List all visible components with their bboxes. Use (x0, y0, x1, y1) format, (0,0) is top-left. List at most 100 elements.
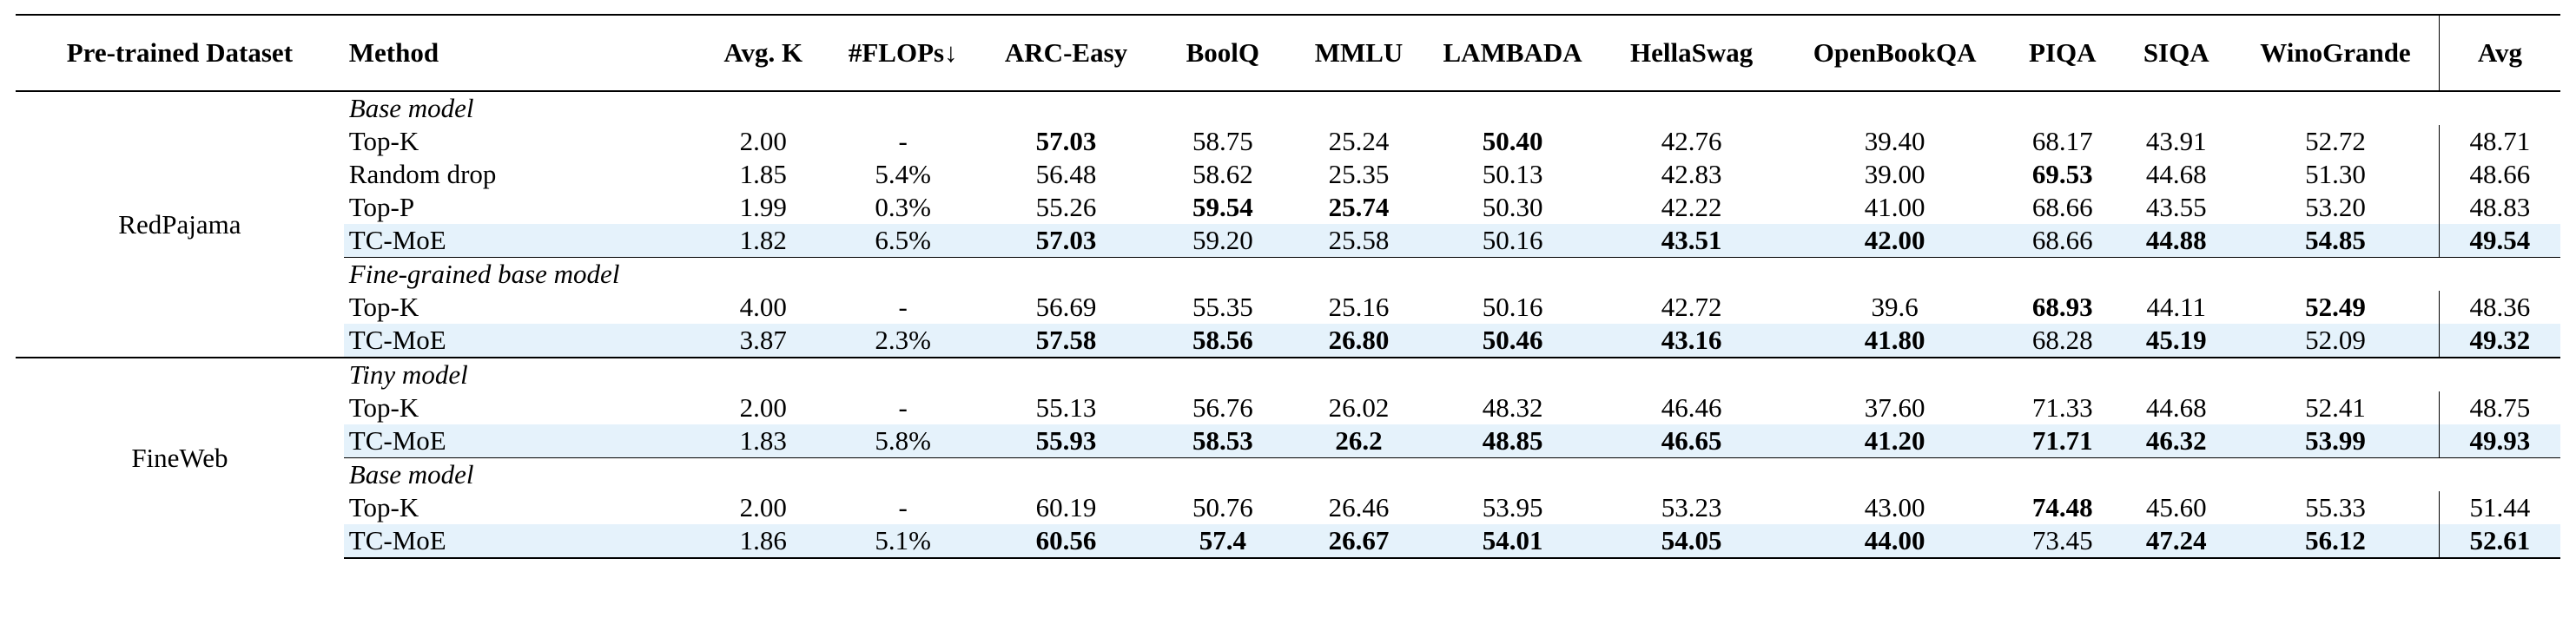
value-cell: 53.20 (2305, 192, 2366, 222)
flops-cell: - (898, 126, 908, 156)
value-cell: 71.33 (2031, 392, 2093, 423)
empty-cell (697, 457, 829, 491)
flops-cell: - (898, 292, 908, 322)
value-cell: 50.46 (1426, 324, 1599, 358)
empty-cell (1291, 357, 1427, 391)
value-cell: 56.76 (1192, 392, 1253, 423)
value-cell: 68.17 (2031, 126, 2093, 156)
empty-cell (2232, 91, 2439, 125)
value-cell: 52.09 (2232, 324, 2440, 358)
value-cell: 41.80 (1784, 324, 2005, 358)
value-cell: 68.28 (2005, 324, 2121, 358)
value-cell: 49.54 (2438, 224, 2560, 258)
method-cell: TC-MoE (343, 524, 698, 559)
empty-cell (1598, 457, 1785, 491)
empty-cell (2005, 457, 2121, 491)
flops-cell: 2.3% (828, 324, 978, 358)
empty-cell (1154, 257, 1291, 291)
method-cell: Random drop (348, 159, 497, 189)
empty-cell (2120, 457, 2233, 491)
value-cell: 52.41 (2305, 392, 2366, 423)
value-cell: 26.80 (1291, 324, 1427, 358)
header-method: Method (343, 14, 698, 92)
subgroup-title: Base model (343, 457, 698, 491)
value-cell: 57.03 (1035, 126, 1097, 156)
value-cell: 43.16 (1598, 324, 1785, 358)
value-cell: 52.61 (2438, 524, 2560, 559)
avg-k-cell: 3.87 (697, 324, 829, 358)
empty-cell (1291, 457, 1427, 491)
table-row: TC-MoE 1.82 6.5% 57.03 59.20 25.58 50.16 43.51 4… (16, 224, 2560, 258)
empty-cell (1598, 357, 1785, 391)
avg-k-cell: 1.86 (697, 524, 829, 559)
value-cell: 49.93 (2438, 424, 2560, 458)
value-cell: 57.58 (977, 324, 1155, 358)
value-cell: 55.93 (977, 424, 1155, 458)
empty-cell (1784, 457, 2005, 491)
value-cell: 26.46 (1328, 492, 1390, 522)
header-winogrande: WinoGrande (2232, 14, 2440, 92)
value-cell: 57.03 (977, 224, 1155, 258)
avg-k-cell: 1.82 (697, 224, 829, 258)
value-cell: 54.05 (1598, 524, 1785, 559)
method-cell: TC-MoE (343, 224, 698, 258)
method-cell: TC-MoE (343, 424, 698, 458)
value-cell: 44.68 (2145, 392, 2207, 423)
table-row: Top-P 1.99 0.3% 55.26 59.54 25.74 50.30 42.22 41… (16, 191, 2560, 224)
flops-cell: 5.4% (875, 159, 931, 189)
dataset-name: RedPajama (118, 208, 241, 240)
value-cell: 69.53 (2031, 159, 2093, 189)
value-cell: 60.56 (977, 524, 1155, 559)
header-dataset: Pre-trained Dataset (16, 14, 344, 92)
header-row: Pre-trained Dataset Method Avg. K #FLOPs… (16, 14, 2560, 92)
table-row: TC-MoE 1.86 5.1% 60.56 57.4 26.67 54.01 54.05 44… (16, 524, 2560, 559)
value-cell: 48.36 (2438, 291, 2560, 324)
value-cell: 50.16 (1482, 292, 1543, 322)
header-hellaswag: HellaSwag (1598, 14, 1785, 92)
flops-cell: - (898, 492, 908, 522)
value-cell: 51.44 (2438, 491, 2560, 524)
empty-cell (828, 457, 978, 491)
header-boolq: BoolQ (1154, 14, 1291, 92)
value-cell: 25.58 (1291, 224, 1427, 258)
value-cell: 39.00 (1864, 159, 1925, 189)
value-cell: 46.32 (2120, 424, 2233, 458)
value-cell: 60.19 (1035, 492, 1097, 522)
empty-cell (2439, 91, 2560, 125)
value-cell: 48.83 (2438, 191, 2560, 224)
value-cell: 58.75 (1192, 126, 1253, 156)
value-cell: 26.2 (1291, 424, 1427, 458)
value-cell: 42.00 (1784, 224, 2005, 258)
value-cell: 48.32 (1482, 392, 1543, 423)
empty-cell (1291, 91, 1427, 125)
value-cell: 52.72 (2305, 126, 2366, 156)
value-cell: 48.66 (2438, 158, 2560, 191)
subgroup-title: Tiny model (343, 357, 698, 391)
avg-k-cell: 1.83 (697, 424, 829, 458)
empty-cell (2005, 257, 2121, 291)
dataset-name: FineWeb (16, 357, 344, 558)
empty-cell (1426, 357, 1599, 391)
value-cell: 44.11 (2146, 292, 2207, 322)
subgroup-title-row: Base model (16, 457, 2560, 491)
value-cell: 50.16 (1426, 224, 1599, 258)
value-cell: 53.99 (2232, 424, 2440, 458)
value-cell: 55.13 (1035, 392, 1097, 423)
header-arc-easy: ARC-Easy (977, 14, 1155, 92)
value-cell: 68.66 (2005, 224, 2121, 258)
table-row: Top-K 2.00 - 57.03 58.75 25.24 50.40 42.76 39.40… (16, 125, 2560, 158)
value-cell: 39.6 (1871, 292, 1919, 322)
value-cell: 44.88 (2120, 224, 2233, 258)
value-cell: 59.20 (1154, 224, 1291, 258)
value-cell: 54.01 (1426, 524, 1599, 559)
empty-cell (1291, 257, 1427, 291)
value-cell: 58.53 (1154, 424, 1291, 458)
value-cell: 73.45 (2005, 524, 2121, 559)
empty-cell (2232, 257, 2440, 291)
empty-cell (2005, 91, 2120, 125)
flops-cell: 5.8% (828, 424, 978, 458)
value-cell: 42.22 (1661, 192, 1722, 222)
empty-cell (2232, 457, 2440, 491)
header-avg-k: Avg. K (697, 14, 829, 92)
empty-cell (1426, 457, 1599, 491)
